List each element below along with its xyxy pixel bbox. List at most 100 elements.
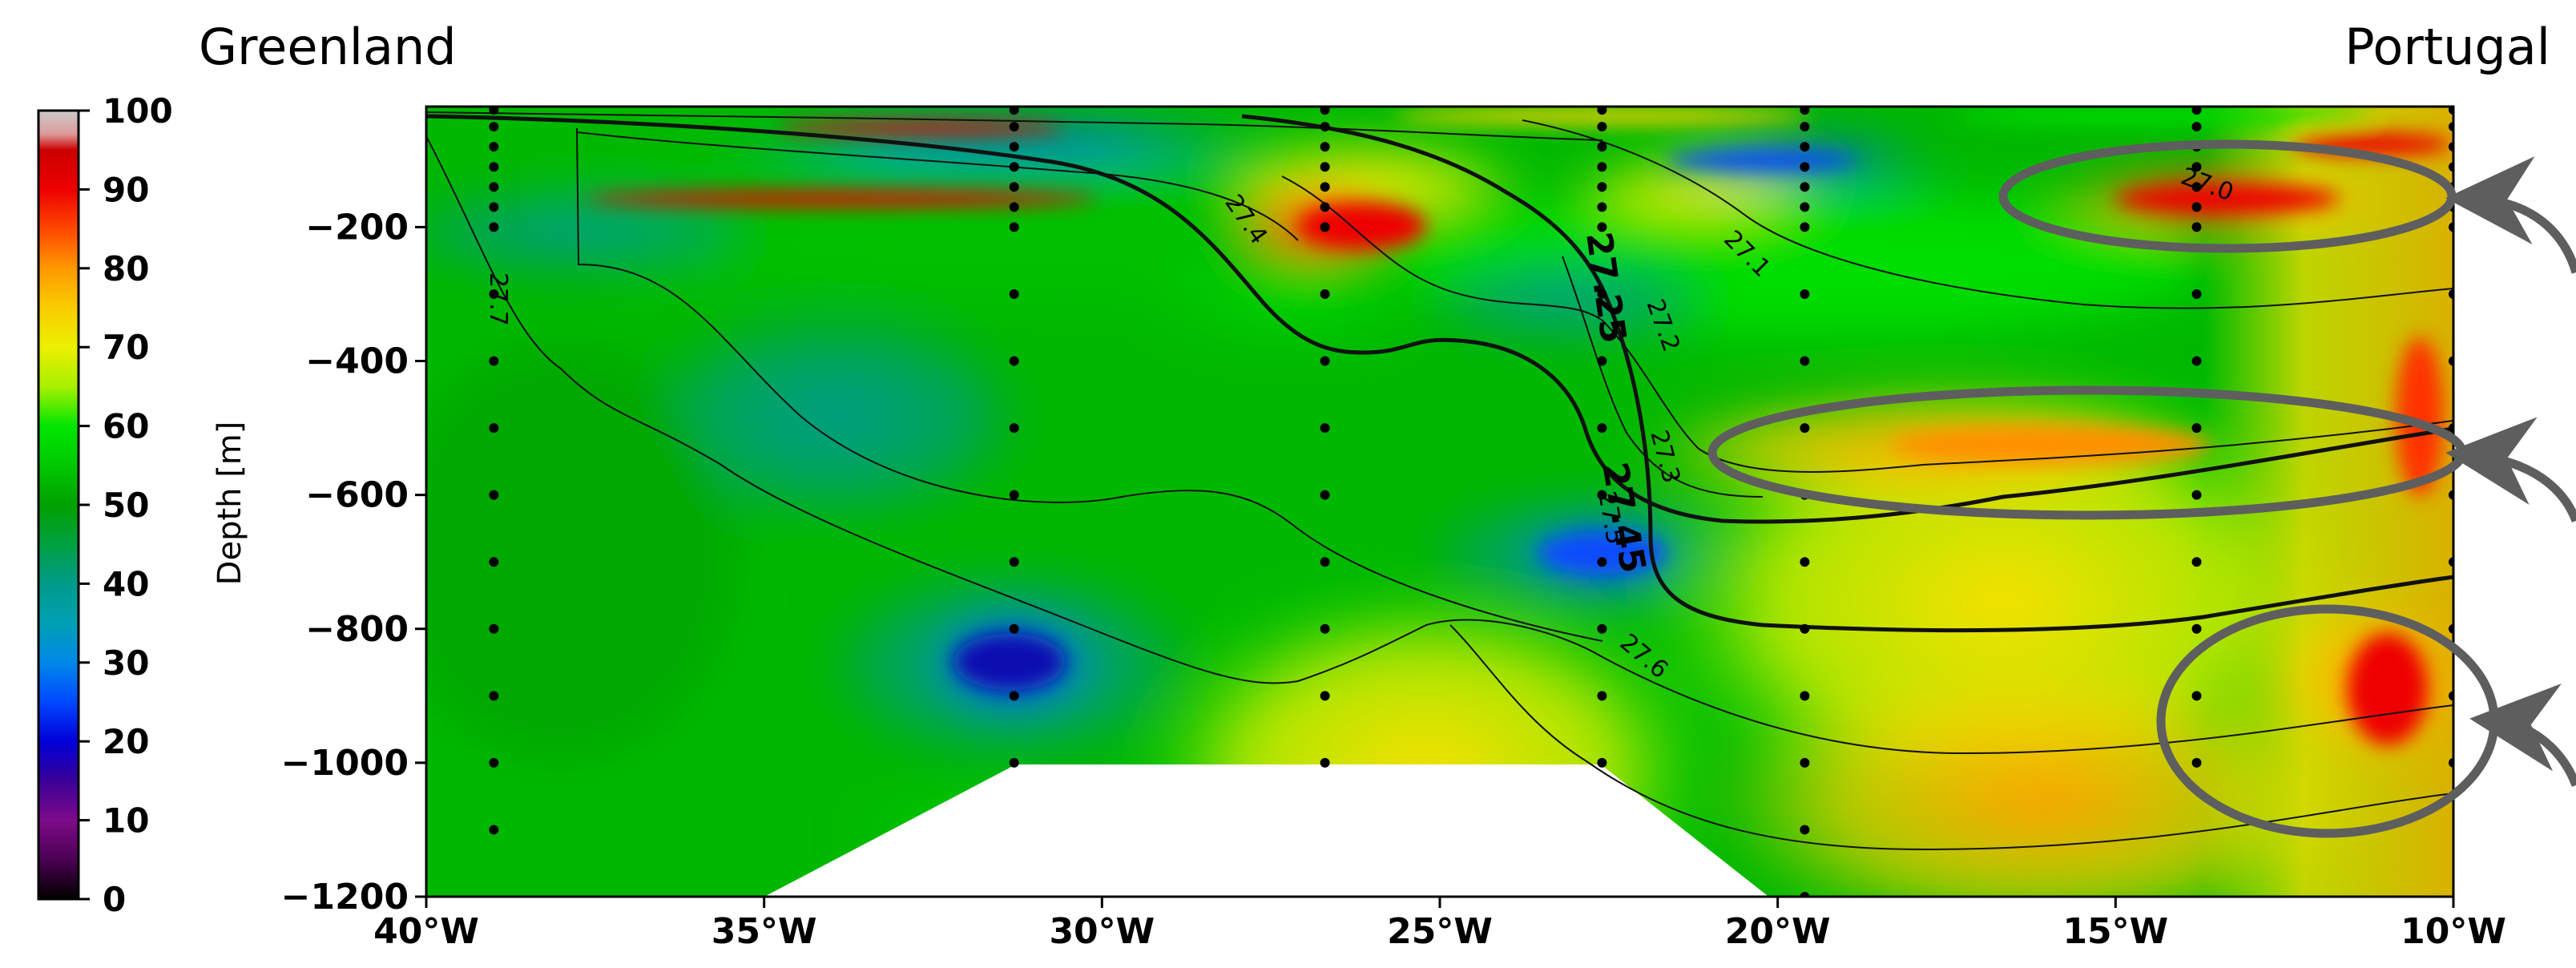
y-axis-label: Depth [m] <box>212 421 248 586</box>
station-dot <box>1597 142 1607 152</box>
arrow-upper <box>2445 156 2576 274</box>
station-dot <box>489 490 499 500</box>
station-dot <box>1597 202 1607 212</box>
y-tick-label: −1000 <box>281 743 409 784</box>
station-dot <box>2191 288 2202 299</box>
station-dot <box>489 288 499 299</box>
colorbar-tick-label: 20 <box>103 722 149 761</box>
station-dot <box>1320 691 1330 701</box>
station-dot <box>489 623 499 634</box>
station-dot <box>1009 202 1019 212</box>
station-dot <box>1320 182 1330 192</box>
station-dot <box>1800 623 1810 634</box>
station-dot <box>2191 691 2202 701</box>
colorbar-tick-label: 40 <box>103 564 149 603</box>
isopycnal-line <box>426 111 1603 141</box>
station-dot <box>1320 222 1330 232</box>
no-data-region <box>764 764 1769 897</box>
station-dot <box>1597 623 1607 634</box>
station-samples <box>489 107 2453 897</box>
station-dot <box>2191 557 2202 567</box>
station-dot <box>1800 162 1810 172</box>
x-tick-label: 40°W <box>373 911 479 952</box>
highlight-annotations <box>1707 139 2576 838</box>
y-axis: −200 −400 −600 −800 −1000 −1200 <box>281 207 426 918</box>
station-dot <box>1597 182 1607 192</box>
station-dot <box>2191 423 2202 434</box>
left-region-label: Greenland <box>199 18 457 76</box>
station-dot <box>1800 423 1810 434</box>
station-dot <box>1320 490 1330 500</box>
arrow-deep <box>2469 683 2576 788</box>
x-tick-label: 25°W <box>1387 911 1493 952</box>
station-dot <box>1800 288 1810 299</box>
station-dot <box>1320 162 1330 172</box>
station-dot <box>489 162 499 172</box>
right-region-label: Portugal <box>2344 18 2550 76</box>
station-dot <box>489 182 499 192</box>
station-dot <box>1597 490 1607 500</box>
station-dot <box>1800 825 1810 835</box>
x-tick-label: 30°W <box>1049 911 1155 952</box>
isopycnal-line-bold <box>1241 114 2453 633</box>
y-tick-label: −600 <box>305 475 409 516</box>
station-dot <box>1009 182 1019 192</box>
station-dot <box>1800 122 1810 132</box>
station-dot <box>1009 490 1019 500</box>
isopycnal-line <box>1449 624 2453 851</box>
x-tick-label: 10°W <box>2401 911 2506 952</box>
station-dot <box>1009 691 1019 701</box>
x-axis: 40°W 35°W 30°W 25°W 20°W 15°W 10°W <box>373 897 2506 952</box>
station-dot <box>1320 107 1330 115</box>
isopycnal-contours <box>426 111 2453 851</box>
station-dot <box>2191 222 2202 232</box>
station-dot <box>1800 222 1810 232</box>
y-tick-label: −400 <box>305 341 409 382</box>
station-dot <box>1800 202 1810 212</box>
isopycnal-line <box>1522 119 2453 309</box>
station-dot <box>1009 423 1019 434</box>
station-dot <box>1009 757 1019 768</box>
station-dot <box>1597 757 1607 768</box>
station-dot <box>1800 757 1810 768</box>
colorbar-tick-label: 90 <box>103 170 149 209</box>
station-dot <box>1009 162 1019 172</box>
station-dot <box>1597 162 1607 172</box>
colorbar <box>37 109 80 901</box>
isopycnal-line <box>576 127 1603 642</box>
station-dot <box>1320 423 1330 434</box>
station-dot <box>1597 691 1607 701</box>
station-dot <box>1320 757 1330 768</box>
station-dot <box>2191 356 2202 366</box>
y-tick-label: −1200 <box>281 877 409 918</box>
station-dot <box>489 356 499 366</box>
station-dot <box>489 142 499 152</box>
station-dot <box>1009 142 1019 152</box>
station-dot <box>1009 623 1019 634</box>
station-dot <box>1320 288 1330 299</box>
station-dot <box>1597 423 1607 434</box>
colorbar-tick-label: 50 <box>103 486 149 525</box>
colorbar-tick-label: 30 <box>103 643 149 683</box>
station-dot <box>1597 122 1607 132</box>
x-tick-label: 35°W <box>712 911 817 952</box>
y-tick-label: −200 <box>305 207 409 248</box>
station-dot <box>2191 182 2202 192</box>
station-dot <box>1009 288 1019 299</box>
colorbar-tick-label: 70 <box>103 328 149 367</box>
station-dot <box>1800 182 1810 192</box>
colorbar-tick-label: 60 <box>103 407 149 446</box>
station-dot <box>2191 107 2202 115</box>
x-tick-label: 20°W <box>1725 911 1831 952</box>
station-dot <box>2191 122 2202 132</box>
station-dot <box>489 122 499 132</box>
station-dot <box>489 202 499 212</box>
station-dot <box>1597 356 1607 366</box>
station-dot <box>1320 142 1330 152</box>
y-tick-label: −800 <box>305 609 409 650</box>
isopycnal-line <box>1281 175 2453 473</box>
station-dot <box>1597 107 1607 115</box>
station-dot <box>1320 623 1330 634</box>
station-dot <box>1009 356 1019 366</box>
station-dot <box>2191 202 2202 212</box>
